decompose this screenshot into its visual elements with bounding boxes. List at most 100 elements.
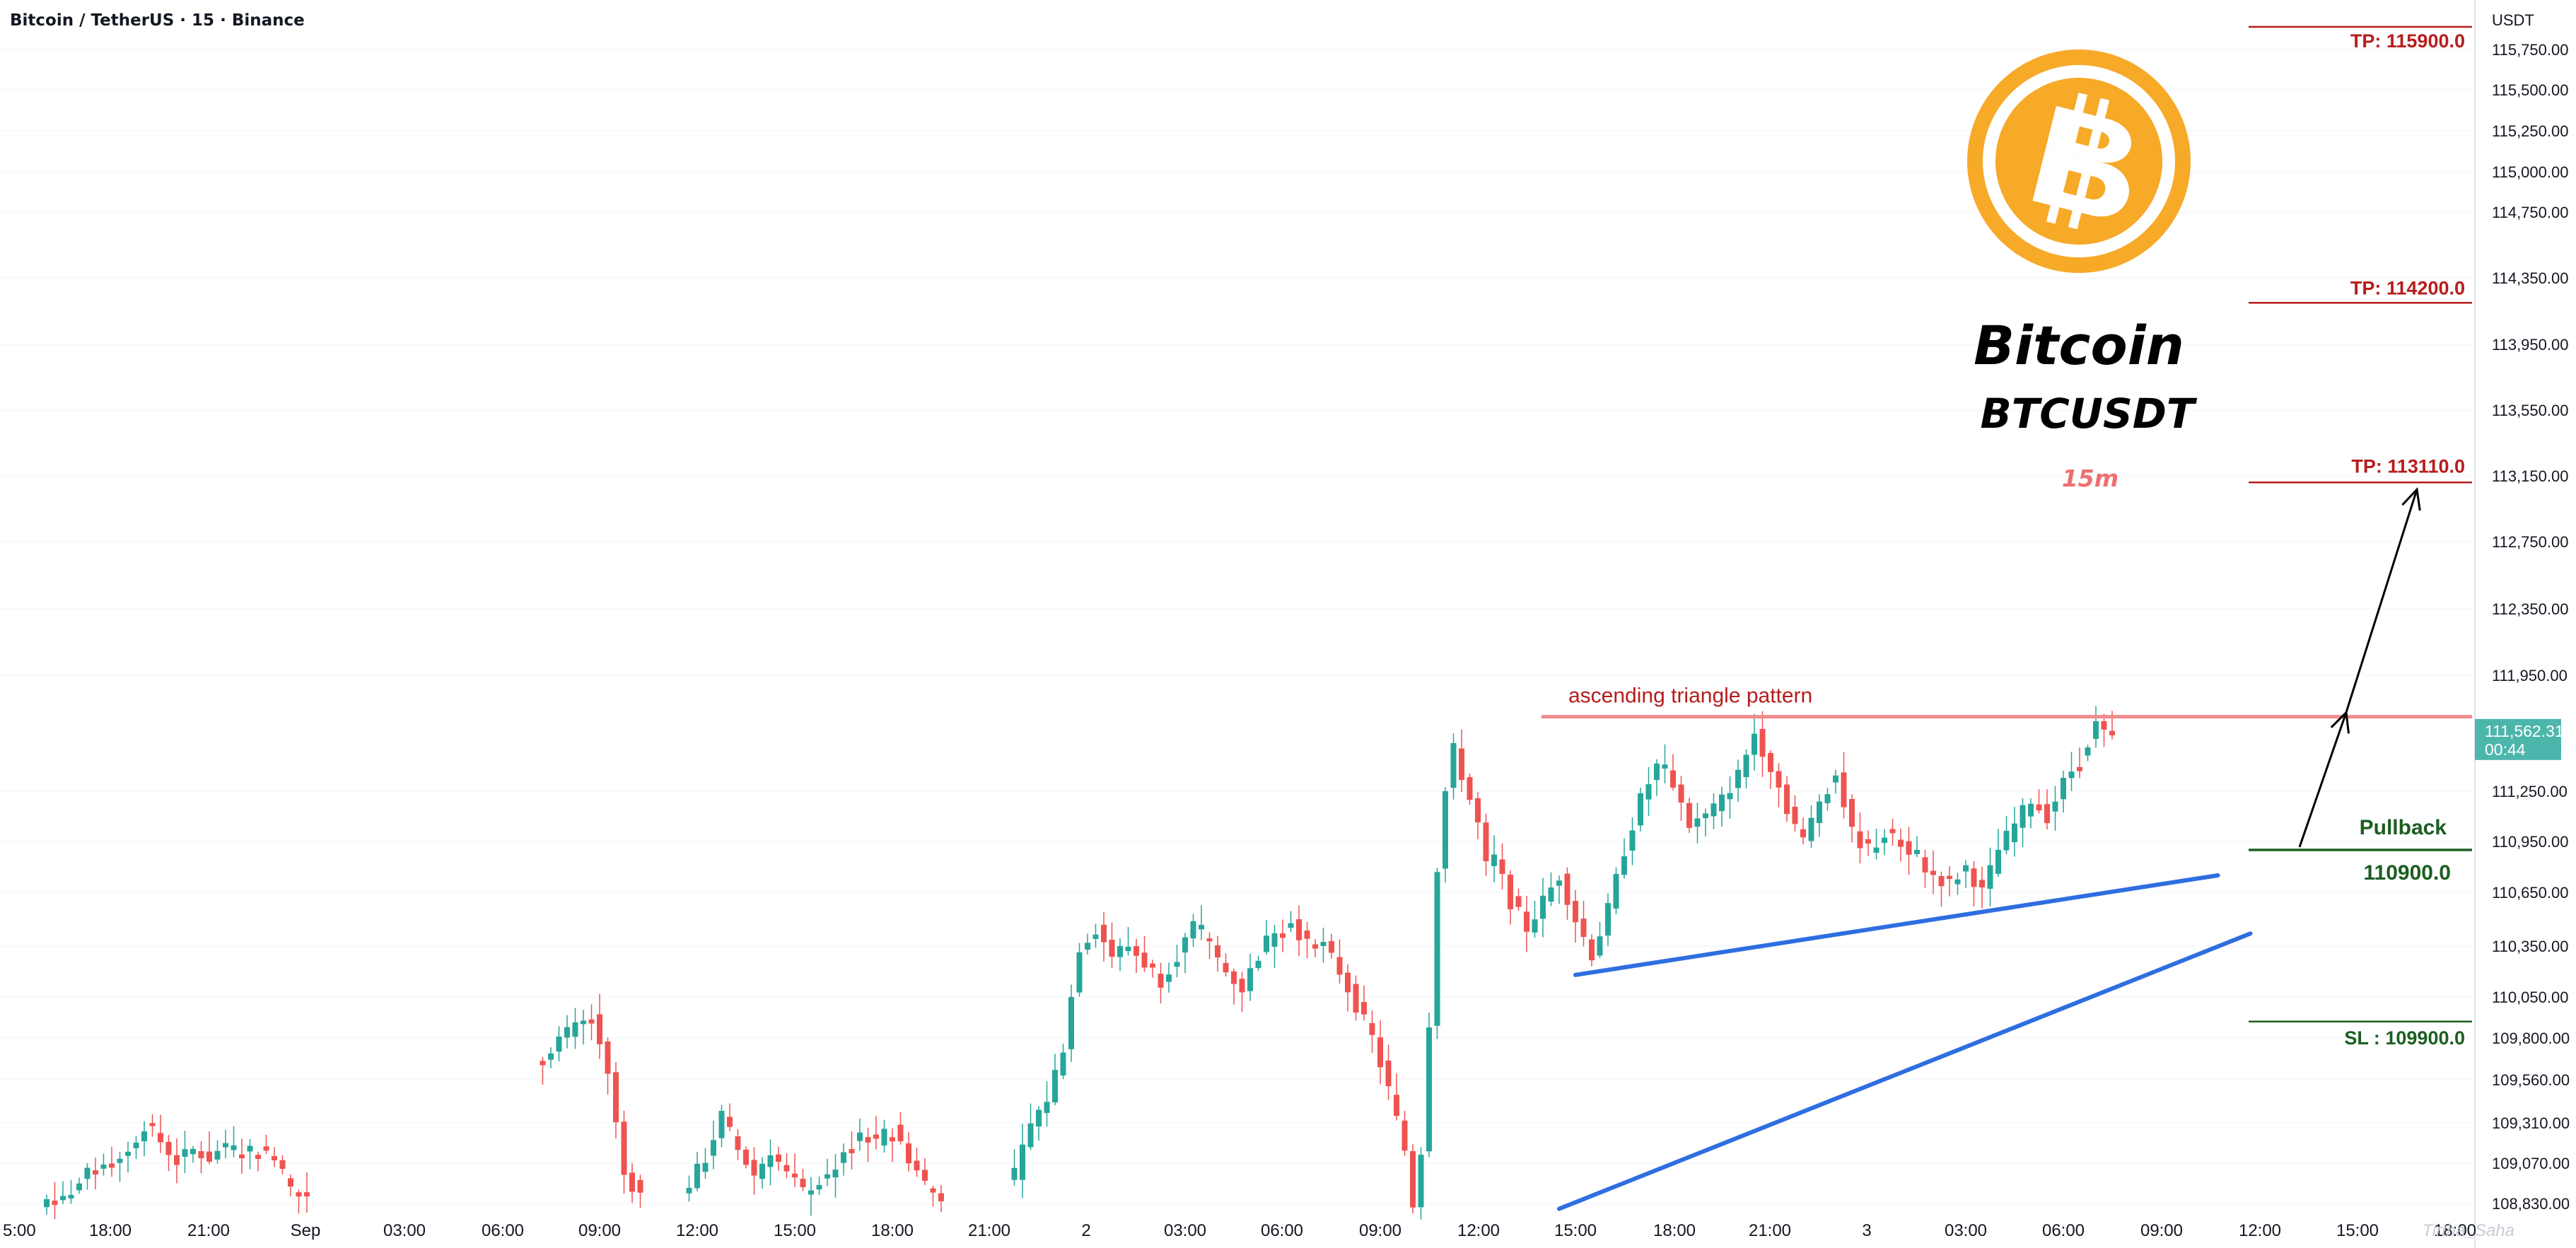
time-axis[interactable]: 5:00 18:00 21:00 Sep 03:00 06:00 09:00 12:00 15:…: [3, 1221, 2476, 1240]
candle-body: [1475, 798, 1481, 823]
candle-body: [158, 1133, 163, 1143]
candle-body: [1329, 940, 1334, 953]
candle-body: [1036, 1109, 1042, 1127]
candle-body: [296, 1192, 302, 1197]
candle-body: [1694, 818, 1701, 827]
price-tick: 110,050.00: [2492, 989, 2568, 1006]
candle-body: [718, 1110, 725, 1138]
trendline[interactable]: [1573, 873, 2220, 977]
candle-body: [1011, 1167, 1018, 1180]
current-price-tag: 111,562.31 00:44: [2475, 718, 2564, 760]
candle-body: [1450, 742, 1457, 788]
candle-body: [1369, 1022, 1375, 1035]
price-tick: 114,750.00: [2492, 204, 2568, 221]
time-tick: Sep: [291, 1221, 321, 1240]
candle-body: [1320, 942, 1327, 946]
time-tick: 18:00: [1653, 1221, 1696, 1240]
candle-body: [1515, 896, 1522, 907]
candle-body: [1296, 919, 1302, 940]
candle-body: [1044, 1102, 1050, 1114]
candle-body: [1312, 944, 1318, 949]
candle-body: [1817, 801, 1822, 824]
time-tick: 09:00: [2140, 1221, 2183, 1240]
candle-body: [1499, 859, 1505, 874]
candle-body: [1686, 803, 1692, 828]
candle-body: [556, 1036, 562, 1052]
price-axis[interactable]: USDT 115,750.00 115,500.00 115,250.00 115,0…: [2474, 0, 2570, 1248]
candle-body: [109, 1163, 115, 1168]
candle-body: [1150, 963, 1155, 968]
candle-body: [1898, 839, 1904, 847]
trendline[interactable]: [1557, 931, 2253, 1211]
price-tick: 109,070.00: [2492, 1155, 2570, 1172]
candle-body: [1841, 772, 1847, 807]
candle-body: [1857, 831, 1863, 848]
price-tick: 109,800.00: [2492, 1030, 2570, 1047]
candle-body: [1548, 887, 1554, 902]
price-tick: 115,500.00: [2492, 81, 2568, 99]
candle-body: [1768, 752, 1773, 772]
candle-body: [2028, 803, 2034, 817]
candle-body: [1060, 1052, 1066, 1075]
pattern-label: ascending triangle pattern: [1568, 684, 1812, 708]
candle-countdown: 00:44: [2485, 740, 2526, 759]
candle-body: [1882, 837, 1887, 844]
candle-body: [44, 1199, 49, 1208]
candle-body: [174, 1155, 180, 1165]
candle-body: [2020, 805, 2026, 828]
candle-body: [1662, 764, 1668, 769]
candle-body: [231, 1145, 237, 1150]
candle-body: [1467, 777, 1473, 800]
candle-body: [100, 1164, 107, 1169]
candle-body: [865, 1137, 871, 1143]
tp1-label: TP: 115900.0: [2350, 30, 2465, 52]
candle-body: [1645, 784, 1652, 800]
candle-body: [743, 1149, 749, 1165]
candle-body: [1394, 1095, 1399, 1116]
candle-body: [1971, 868, 1977, 887]
candle-body: [2101, 721, 2107, 730]
price-axis-unit: USDT: [2492, 11, 2534, 29]
candle-body: [1280, 933, 1286, 938]
price-tick: 108,830.00: [2492, 1195, 2570, 1213]
candle-body: [125, 1151, 131, 1156]
brand-name: Bitcoin: [1974, 314, 2184, 377]
candle-body: [808, 1190, 814, 1195]
time-tick: 06:00: [482, 1221, 524, 1240]
candle-body: [1206, 938, 1213, 942]
candle-body: [1174, 962, 1180, 967]
target-arrow: [2345, 489, 2418, 713]
candle-body: [1385, 1060, 1392, 1087]
time-tick: 12:00: [676, 1221, 718, 1240]
candle-body: [1459, 748, 1464, 781]
candle-body: [1508, 875, 1513, 909]
candle-body: [1987, 865, 1993, 889]
candle-body: [1052, 1070, 1058, 1103]
pullback-label: Pullback: [2360, 816, 2447, 839]
candle-body: [1092, 934, 1099, 939]
candle-body: [776, 1154, 781, 1162]
chart-symbol-title[interactable]: Bitcoin / TetherUS · 15 · Binance: [10, 11, 305, 30]
time-tick: 09:00: [578, 1221, 621, 1240]
candle-body: [1678, 784, 1684, 803]
time-axis-ticks: 5:00 18:00 21:00 Sep 03:00 06:00 09:00 12:00 15:…: [3, 1221, 2476, 1240]
candle-body: [857, 1132, 863, 1141]
candle-body: [581, 1020, 586, 1025]
pullback-arrow: [2298, 712, 2348, 848]
candle-body: [1638, 793, 1643, 826]
time-tick: 18:00: [89, 1221, 132, 1240]
candle-body: [572, 1022, 578, 1037]
candle-body: [832, 1170, 839, 1178]
candle-body: [1849, 798, 1855, 827]
candle-body: [1117, 945, 1123, 957]
candle-body: [239, 1154, 245, 1159]
stop-loss-label: SL : 109900.0: [2344, 1027, 2465, 1049]
candle-body: [68, 1194, 74, 1199]
candle-body: [548, 1053, 554, 1060]
time-tick: 15:00: [774, 1221, 816, 1240]
candle-body: [182, 1149, 188, 1157]
candle-body: [1215, 945, 1220, 958]
candle-body: [938, 1193, 944, 1201]
price-tick: 110,350.00: [2492, 938, 2568, 955]
